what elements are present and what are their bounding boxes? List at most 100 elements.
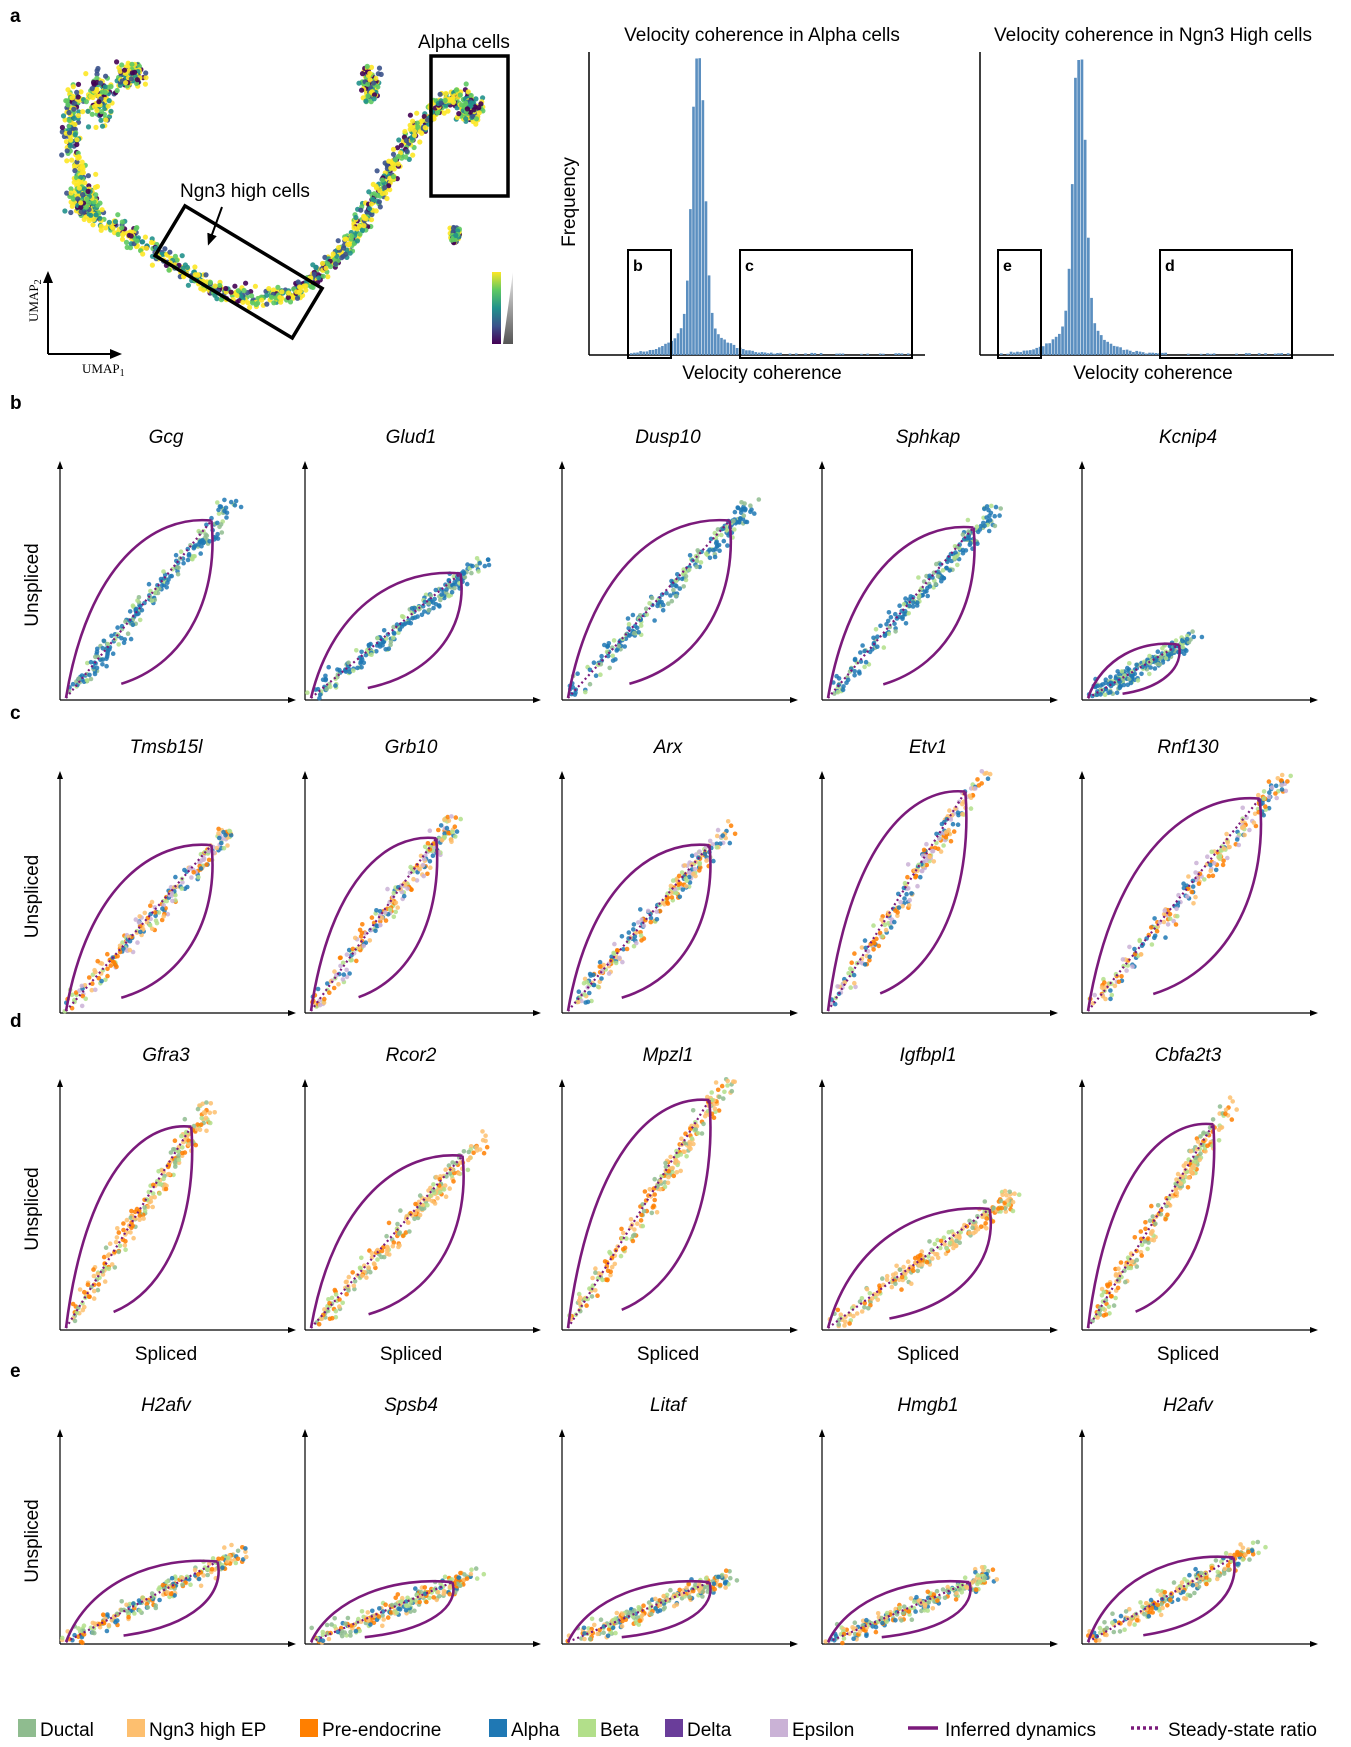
gene-title: Dusp10	[635, 427, 701, 448]
scatter-point	[386, 1220, 392, 1226]
phase-portrait-c-4: Etv1	[819, 737, 1058, 1016]
scatter-point	[482, 563, 488, 569]
scatter-point	[121, 640, 127, 646]
scatter-point	[681, 584, 686, 589]
scatter-point	[161, 1176, 166, 1182]
scatter-point	[988, 510, 994, 516]
scatter-point	[1236, 842, 1242, 848]
umap-point	[332, 261, 339, 267]
umap-point	[310, 262, 316, 268]
umap-point	[207, 279, 213, 285]
umap-point	[80, 109, 86, 115]
scatter-point	[665, 1180, 671, 1186]
scatter-point	[577, 1295, 583, 1300]
scatter-point	[948, 838, 954, 844]
umap-point	[119, 236, 126, 242]
histogram-bar	[751, 350, 754, 355]
scatter-point	[659, 592, 665, 597]
scatter-point	[137, 617, 143, 623]
scatter-point	[871, 635, 876, 641]
umap-point	[356, 80, 362, 86]
umap-point	[359, 71, 366, 77]
scatter-point	[711, 547, 716, 553]
scatter-point	[852, 669, 857, 674]
scatter-point	[704, 551, 709, 556]
histogram-bar	[1006, 353, 1010, 355]
histogram-bar	[841, 353, 845, 355]
scatter-point	[635, 1221, 640, 1226]
scatter-point	[627, 633, 632, 638]
umap-point	[105, 103, 111, 109]
scatter-point	[117, 1243, 123, 1248]
scatter-point	[326, 664, 332, 670]
scatter-point	[676, 873, 682, 879]
histogram-bar	[1025, 350, 1029, 355]
scatter-point	[843, 1319, 848, 1324]
scatter-point	[575, 671, 580, 676]
histogram-bar	[707, 275, 711, 355]
histogram-bar	[860, 353, 863, 355]
scatter-point	[607, 1249, 612, 1255]
scatter-point	[904, 891, 909, 897]
umap-point	[470, 113, 476, 119]
scatter-point	[898, 899, 903, 905]
scatter-point	[350, 1270, 356, 1275]
scatter-point	[186, 553, 192, 558]
scatter-point	[680, 887, 686, 892]
scatter-point	[396, 1231, 402, 1236]
scatter-point	[430, 853, 436, 858]
umap-point	[453, 232, 459, 238]
scatter-point	[679, 1136, 684, 1141]
scatter-point	[654, 917, 660, 922]
scatter-point	[136, 595, 142, 600]
scatter-point	[600, 1277, 605, 1283]
scatter-point	[193, 1142, 199, 1148]
scatter-point	[930, 848, 936, 854]
umap-point	[134, 77, 140, 83]
umap-point	[357, 231, 363, 237]
gene-title: Gfra3	[142, 1045, 190, 1066]
scatter-point	[702, 851, 708, 857]
umap-point	[64, 190, 70, 196]
scatter-point	[196, 875, 201, 880]
umap-point	[74, 141, 80, 148]
scatter-point	[417, 1212, 423, 1218]
umap-point	[97, 200, 103, 206]
scatter-point	[1189, 889, 1195, 895]
scatter-point	[105, 650, 110, 655]
histogram-bar	[1148, 352, 1151, 355]
umap-point	[410, 118, 416, 124]
scatter-point	[369, 652, 374, 657]
umap-point	[473, 96, 479, 102]
umap-point	[72, 132, 78, 138]
umap-point	[94, 71, 100, 77]
scatter-point	[593, 1270, 598, 1275]
scatter-point	[1213, 867, 1219, 873]
umap-point	[110, 225, 116, 231]
scatter-point	[905, 874, 910, 880]
scatter-point	[477, 560, 483, 566]
umap-point	[93, 124, 99, 130]
scatter-point	[698, 560, 704, 565]
scatter-point	[925, 593, 930, 599]
scatter-point	[717, 548, 722, 553]
scatter-point	[993, 504, 999, 510]
umap-point	[443, 102, 449, 108]
scatter-point	[204, 1100, 209, 1105]
umap-point	[271, 287, 277, 293]
umap-point	[140, 251, 146, 257]
umap-point	[419, 118, 425, 124]
scatter-point	[674, 890, 679, 896]
histogram-bar	[1248, 353, 1251, 355]
umap-point	[382, 184, 388, 191]
scatter-point	[683, 574, 689, 579]
scatter-point	[631, 927, 636, 932]
scatter-point	[333, 1308, 339, 1314]
scatter-point	[1208, 868, 1213, 874]
scatter-point	[649, 595, 655, 601]
umap-point	[74, 89, 80, 95]
umap-point	[80, 192, 86, 198]
umap-point	[245, 300, 251, 306]
scatter-point	[446, 830, 451, 836]
scatter-point	[671, 1173, 677, 1179]
